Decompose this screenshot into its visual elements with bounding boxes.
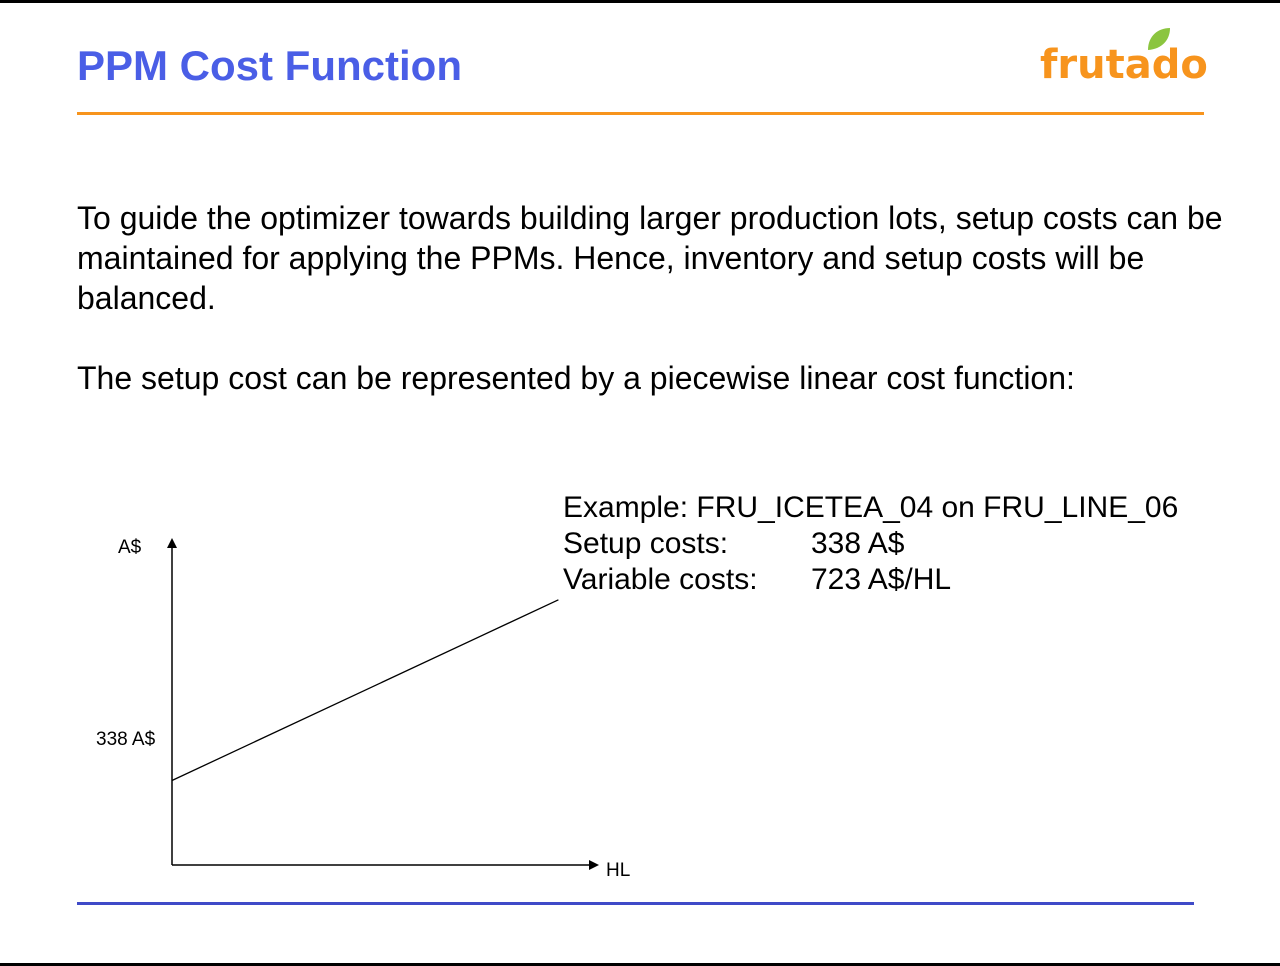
- variable-cost-row: Variable costs: 723 A$/HL: [563, 562, 1178, 598]
- bottom-border: [0, 963, 1280, 966]
- frutado-logo: frutado: [1040, 28, 1208, 88]
- variable-cost-value: 723 A$/HL: [811, 563, 952, 596]
- footer-divider: [77, 902, 1194, 905]
- example-heading-text: Example: FRU_ICETEA_04 on FRU_LINE_06: [563, 491, 1179, 524]
- x-axis-label: HL: [606, 860, 630, 881]
- intercept-label: 338 A$: [96, 729, 156, 750]
- slide-title: PPM Cost Function: [77, 42, 462, 89]
- series-layer: [171, 599, 559, 782]
- setup-cost-row: Setup costs: 338 A$: [563, 526, 1178, 562]
- setup-cost-value: 338 A$: [811, 527, 905, 560]
- leaf-icon: [1148, 28, 1170, 50]
- intro-paragraph: To guide the optimizer towards building …: [77, 200, 1223, 316]
- setup-cost-label: Setup costs:: [563, 527, 729, 560]
- top-border: [0, 0, 1280, 3]
- cost-line-series-0: [171, 599, 559, 782]
- example-heading: Example: FRU_ICETEA_04 on FRU_LINE_06: [563, 490, 1178, 526]
- logo-text: frutado: [1040, 42, 1208, 88]
- function-paragraph: The setup cost can be represented by a p…: [77, 360, 1075, 396]
- y-axis-label: A$: [118, 537, 142, 558]
- example-block: Example: FRU_ICETEA_04 on FRU_LINE_06 Se…: [563, 490, 1178, 598]
- title-divider: [77, 112, 1204, 115]
- variable-cost-label: Variable costs:: [563, 563, 758, 596]
